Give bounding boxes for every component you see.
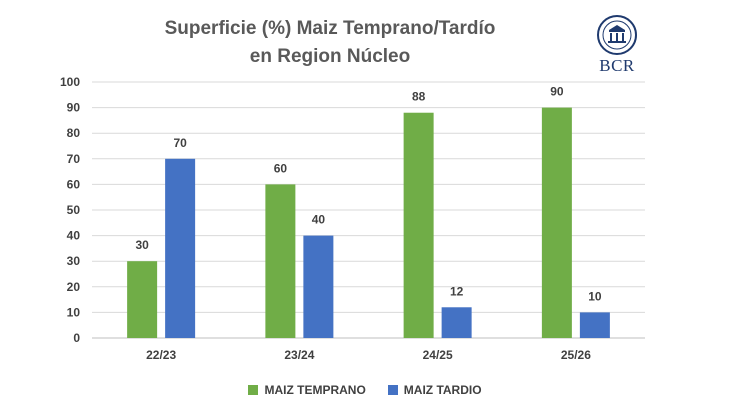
data-label: 88 [412,90,426,104]
y-tick-label: 10 [67,305,81,319]
y-tick-label: 90 [67,101,81,115]
x-tick-label: 23/24 [284,348,314,362]
y-tick-label: 30 [67,254,81,268]
legend-item-tardio: MAIZ TARDIO [387,383,482,397]
bar-temprano [403,112,434,338]
y-tick-label: 80 [67,126,81,140]
bar-temprano [541,107,572,338]
data-label: 90 [550,85,564,99]
chart-title: Superficie (%) Maiz Temprano/Tardío [164,18,496,39]
chart-subtitle: en Region Núcleo [249,46,411,67]
data-label: 12 [450,284,464,298]
data-label: 40 [312,213,326,227]
bar-temprano [127,261,158,338]
data-label: 60 [274,161,288,175]
bcr-seal-icon [597,15,637,55]
y-tick-label: 100 [60,75,80,89]
y-tick-label: 50 [67,203,81,217]
legend: MAIZ TEMPRANO MAIZ TARDIO [0,383,730,397]
data-label: 70 [173,136,187,150]
bar-temprano [265,184,296,338]
bar-tardio [165,158,196,338]
data-label: 10 [588,289,602,303]
bar-tardio [579,312,610,338]
logo-text: BCR [599,56,635,75]
x-tick-label: 24/25 [423,348,453,362]
y-tick-label: 60 [67,177,81,191]
bcr-logo: BCR [592,14,642,76]
legend-item-temprano: MAIZ TEMPRANO [248,383,366,397]
legend-label-tardio: MAIZ TARDIO [403,383,482,397]
bar-tardio [303,235,334,338]
x-tick-label: 25/26 [561,348,591,362]
data-label: 30 [135,238,149,252]
legend-swatch-temprano [248,385,259,395]
y-tick-label: 70 [67,152,81,166]
y-tick-label: 20 [67,280,81,294]
bar-tardio [441,307,472,338]
y-tick-label: 0 [73,331,80,345]
y-tick-label: 40 [67,229,81,243]
legend-swatch-tardio [387,385,398,395]
legend-label-temprano: MAIZ TEMPRANO [264,383,366,397]
x-tick-label: 22/23 [146,348,176,362]
